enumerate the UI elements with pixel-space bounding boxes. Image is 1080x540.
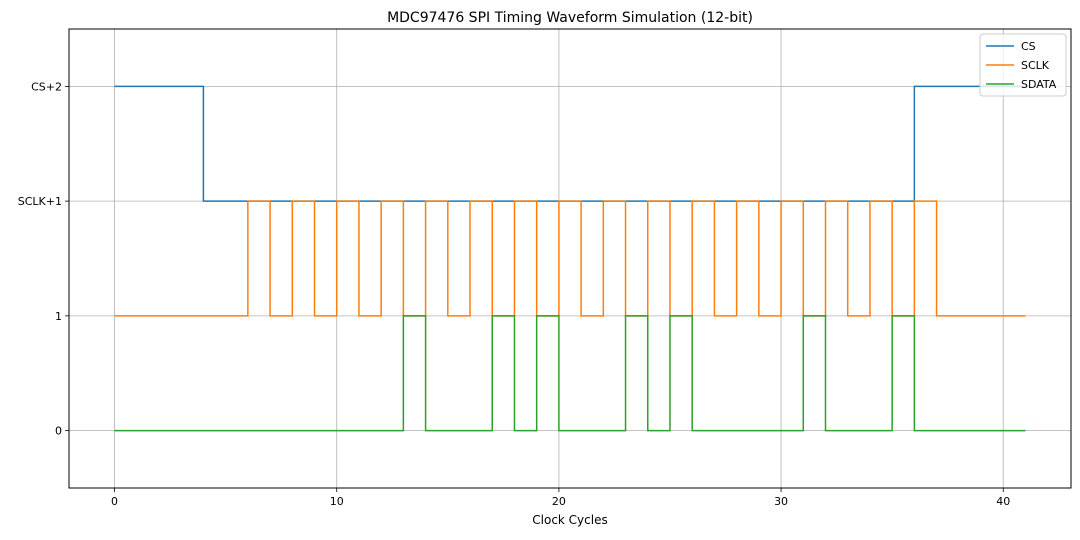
y-tick-label: SCLK+1	[18, 195, 62, 208]
y-tick-label: 1	[55, 310, 62, 323]
axis-ticks: 0 10 20 30 40 0 1 SCLK+1 CS+2	[18, 80, 1010, 508]
x-axis-label: Clock Cycles	[532, 513, 607, 527]
x-tick-label: 0	[111, 495, 118, 508]
y-tick-label: 0	[55, 425, 62, 438]
series-line-sdata	[114, 315, 1026, 432]
plot-frame	[68, 28, 1072, 489]
x-tick-label: 20	[552, 495, 566, 508]
x-tick-label: 10	[330, 495, 344, 508]
y-tick-label: CS+2	[31, 80, 62, 93]
plot-series	[114, 85, 1026, 432]
legend-box	[979, 33, 1067, 97]
legend-label-cs: CS	[1021, 40, 1036, 53]
x-tick-label: 30	[774, 495, 788, 508]
legend-label-sdata: SDATA	[1021, 78, 1057, 91]
chart-title: MDC97476 SPI Timing Waveform Simulation …	[387, 10, 753, 26]
x-tick-label: 40	[996, 495, 1010, 508]
series-line-cs	[114, 85, 1026, 202]
legend-label-sclk: SCLK	[1021, 59, 1050, 72]
grid	[69, 29, 1071, 488]
legend: CS SCLK SDATA	[979, 33, 1067, 97]
series-line-sclk	[114, 200, 1026, 317]
